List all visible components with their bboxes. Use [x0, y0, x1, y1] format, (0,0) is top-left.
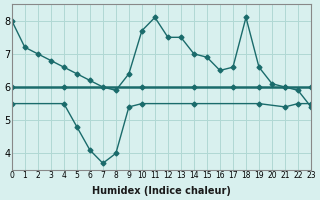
X-axis label: Humidex (Indice chaleur): Humidex (Indice chaleur) [92, 186, 231, 196]
